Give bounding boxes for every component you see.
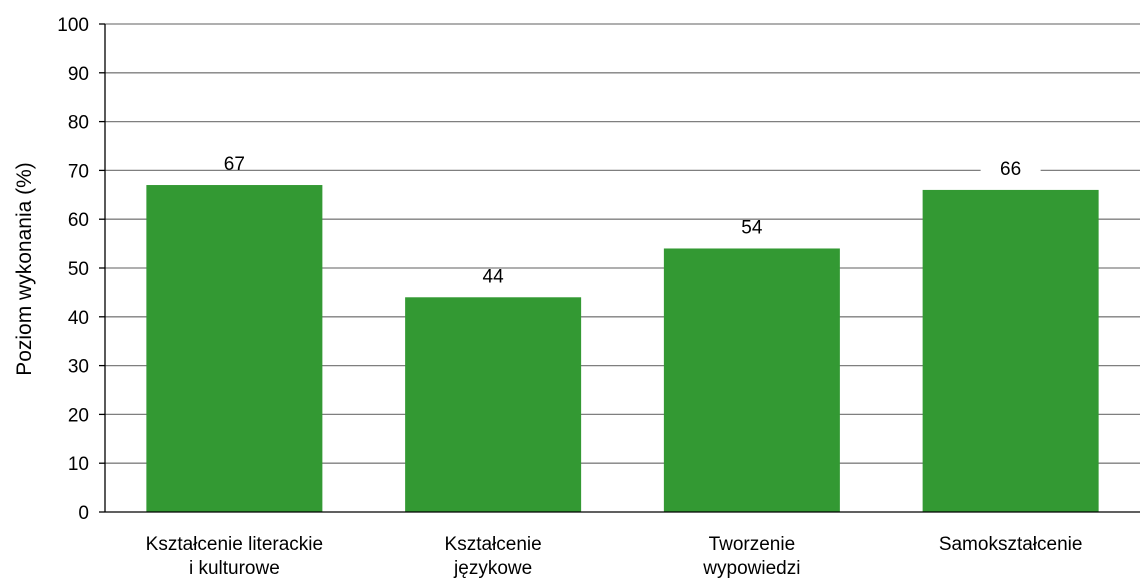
data-labels: 67 44 54 66 <box>224 154 1021 287</box>
bars <box>146 185 1099 513</box>
y-tick-label: 50 <box>68 259 89 280</box>
y-tick-label: 100 <box>57 15 89 36</box>
y-tick-label: 90 <box>68 64 89 85</box>
y-tick-label: 10 <box>68 454 89 475</box>
y-tick-label: 0 <box>78 503 89 524</box>
x-tick-label: Tworzenie wypowiedzi <box>702 534 800 579</box>
data-label: 66 <box>1000 159 1021 180</box>
bar <box>405 297 582 512</box>
y-tick-label: 80 <box>68 113 89 134</box>
x-tick-label: Samokształcenie <box>939 534 1083 555</box>
x-tick-label: Kształcenie literackie i kulturowe <box>146 534 323 579</box>
y-tick-label: 70 <box>68 161 89 182</box>
y-tick-label: 30 <box>68 357 89 378</box>
data-label: 67 <box>224 154 245 175</box>
data-label: 44 <box>483 266 505 287</box>
x-tick-label: Kształcenie językowe <box>445 534 542 579</box>
bar <box>922 189 1099 513</box>
data-label: 54 <box>741 217 763 238</box>
y-tick-label: 40 <box>68 308 89 329</box>
bar <box>146 185 323 513</box>
y-axis-title: Poziom wykonania (%) <box>13 162 36 376</box>
axes: 0 10 20 30 40 50 60 70 80 90 100 Kształcenie litera… <box>57 15 1140 579</box>
y-tick-label: 20 <box>68 405 89 426</box>
bar <box>663 248 840 513</box>
y-tick-label: 60 <box>68 210 89 231</box>
